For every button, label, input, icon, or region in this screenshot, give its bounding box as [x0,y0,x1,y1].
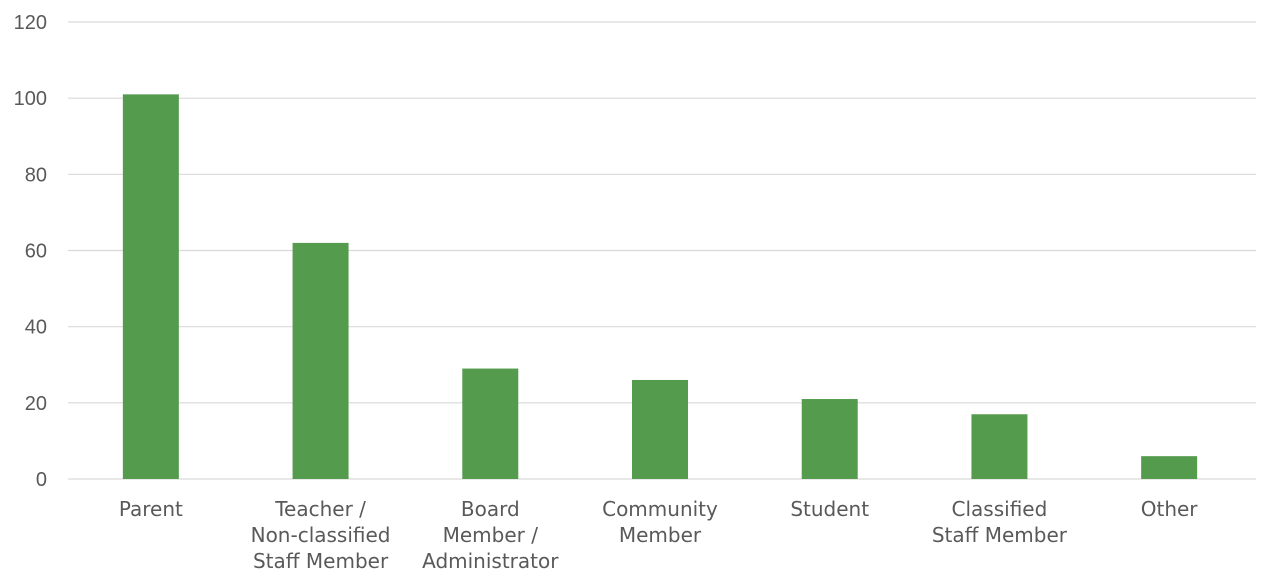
y-axis-tick-labels: 0 20 40 60 80 100 120 [14,12,47,491]
y-tick-label-80: 80 [25,164,47,186]
bar-2 [292,242,349,479]
x-category-label-5: Student [790,497,869,521]
x-category-label-4: Community Member [602,497,718,547]
y-tick-label-100: 100 [14,88,47,110]
x-category-label-6: Classified Staff Member [932,497,1068,547]
y-tick-label-40: 40 [25,317,47,339]
y-tick-label-120: 120 [14,12,47,34]
bar-1 [122,94,179,479]
bar-7 [1141,456,1198,479]
gridlines [68,21,1256,480]
x-category-label-3: Board Member / Administrator [422,497,559,573]
bar-3 [462,368,519,479]
y-tick-label-20: 20 [25,393,47,415]
y-tick-label-0: 0 [36,469,47,491]
x-axis-category-labels: Parent Teacher / Non-classified Staff Membe… [119,497,1198,573]
bar-6 [971,414,1028,479]
x-category-label-7: Other [1141,497,1199,521]
bar-4 [632,379,688,479]
bar-5 [801,399,858,479]
y-tick-label-60: 60 [25,241,47,263]
x-category-label-1: Parent [119,497,183,521]
x-category-label-2: Teacher / Non-classified Staff Member [251,497,391,573]
bars [122,94,1198,479]
